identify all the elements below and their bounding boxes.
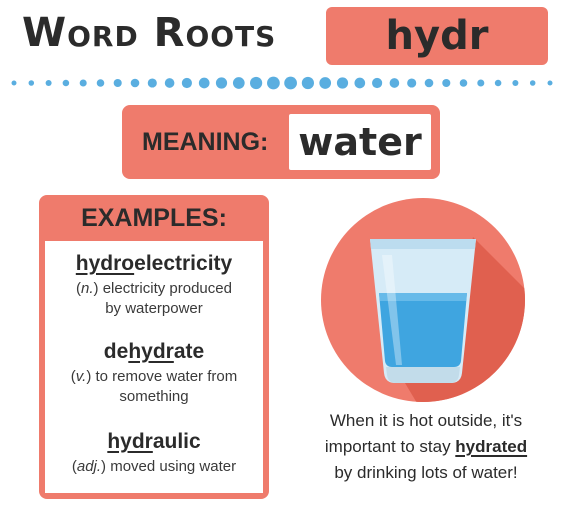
example-root-part: hydro	[75, 252, 135, 275]
definition-line-1: to remove water from	[95, 368, 238, 385]
example-definition: (adj.) moved using water	[71, 458, 237, 475]
definition-line-2: something	[119, 388, 189, 405]
divider-dot	[494, 79, 502, 87]
example-root-part: hydr	[128, 340, 174, 363]
glass-rim	[370, 239, 476, 249]
example-sentence: When it is hot outside, it's important t…	[292, 408, 560, 486]
examples-card: EXAMPLES: hydroelectricity (n.) electric…	[39, 195, 269, 499]
divider-dot	[267, 76, 280, 90]
divider-dot	[62, 79, 70, 87]
meaning-box: MEANING: water	[122, 105, 440, 179]
example-word: hydraulic	[45, 429, 263, 455]
divider-dot	[215, 77, 228, 89]
example-word: dehydrate	[45, 339, 263, 365]
divider-dot	[372, 77, 383, 89]
glass-highlight	[382, 255, 402, 365]
sentence-highlight-word: hydrated	[455, 437, 528, 456]
example-word: hydroelectricity	[45, 251, 263, 277]
divider-dot	[232, 77, 245, 89]
divider-dot	[407, 78, 417, 88]
example-item-hydraulic: hydraulic (adj.) moved using water	[45, 429, 263, 477]
divider-dot	[130, 78, 140, 88]
definition-line-1: moved using water	[110, 458, 237, 475]
divider-dot	[459, 79, 468, 87]
divider-dot	[249, 76, 263, 90]
example-item-dehydrate: dehydrate (v.) to remove water from some…	[45, 339, 263, 407]
divider-dot	[301, 76, 315, 90]
title-text: Word Roots	[22, 10, 277, 56]
divider-dot	[336, 77, 349, 89]
divider-dot	[96, 79, 105, 87]
divider-dot	[45, 79, 52, 87]
divider-dot	[181, 77, 192, 89]
glass-base	[386, 367, 460, 383]
part-of-speech: v.	[75, 368, 87, 385]
glass-water-surface	[379, 293, 467, 301]
word-root-badge: hydr	[326, 7, 548, 65]
definition-line-1: electricity produced	[102, 280, 232, 297]
page-title: Word Roots	[22, 10, 312, 66]
sentence-line-2: important to stay hydrated	[292, 434, 560, 460]
divider-dot	[547, 80, 553, 86]
divider-dot	[79, 79, 87, 87]
meaning-label: MEANING:	[142, 127, 269, 156]
divider-dot	[529, 80, 536, 86]
divider-dot	[164, 78, 175, 88]
divider-dot	[442, 78, 451, 88]
example-word-rest: electricity	[134, 252, 233, 275]
divider-dot	[147, 78, 157, 88]
examples-list: hydroelectricity (n.) electricity produc…	[45, 241, 263, 493]
divider-dot	[11, 80, 17, 86]
example-prefix: de	[103, 340, 129, 363]
meaning-value: water	[289, 114, 431, 170]
example-definition: (n.) electricity produced	[76, 280, 232, 297]
divider-dot	[477, 79, 485, 87]
part-of-speech: adj.	[76, 458, 102, 475]
water-glass-icon	[321, 198, 525, 402]
divider-dot	[284, 76, 297, 90]
divider-dot	[113, 78, 122, 88]
divider-dot	[512, 79, 519, 87]
definition-line-2: by waterpower	[105, 300, 203, 317]
part-of-speech: n.	[81, 280, 94, 297]
dot-divider	[11, 76, 553, 90]
word-root-text: hydr	[385, 13, 489, 59]
sentence-line-2-start: important to stay	[324, 437, 456, 456]
sentence-line-1: When it is hot outside, it's	[329, 411, 523, 430]
sentence-line-3: by drinking lots of water!	[334, 463, 518, 482]
glass-water	[379, 293, 467, 367]
example-item-hydroelectricity: hydroelectricity (n.) electricity produc…	[45, 251, 263, 319]
examples-heading: EXAMPLES:	[81, 203, 227, 232]
divider-dot	[28, 80, 35, 86]
divider-dot	[424, 78, 434, 88]
example-root-part: hydr	[107, 430, 153, 453]
example-word-rest: ate	[173, 340, 205, 363]
meaning-value-text: water	[298, 120, 422, 164]
divider-dot	[389, 78, 400, 88]
divider-dot	[319, 77, 332, 89]
divider-dot	[198, 77, 210, 89]
divider-dot	[354, 77, 366, 89]
example-word-rest: aulic	[152, 430, 201, 453]
example-definition: (v.) to remove water from	[70, 368, 238, 385]
